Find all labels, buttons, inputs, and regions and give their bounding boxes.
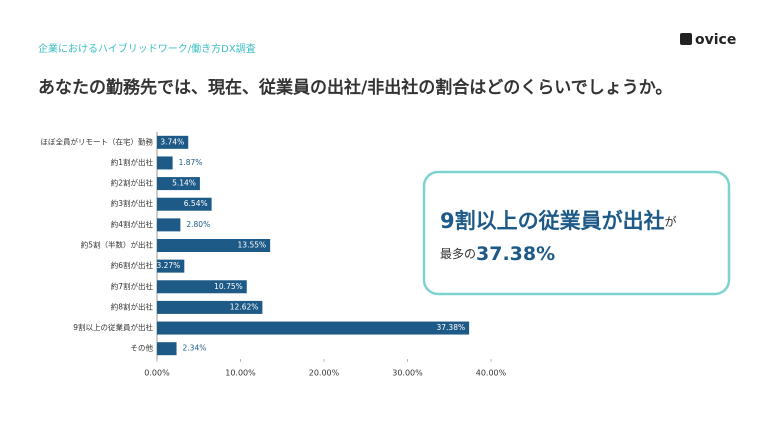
- y-tick-label: 約5割（半数）が出社: [81, 240, 154, 250]
- x-tick-label: 0.00%: [144, 369, 170, 378]
- value-label: 2.34%: [183, 344, 207, 353]
- value-label: 37.38%: [437, 323, 466, 332]
- value-label: 6.54%: [184, 199, 208, 208]
- x-tick-label: 10.00%: [225, 369, 256, 378]
- bar: [157, 197, 212, 211]
- y-tick-label: 約7割が出社: [111, 281, 154, 291]
- bar: [157, 300, 263, 314]
- y-tick-label: 9割以上の従業員が出社: [73, 322, 153, 332]
- y-tick-label: 約6割が出社: [111, 260, 154, 270]
- y-tick-label: ほぼ全員がリモート（在宅）勤務: [41, 136, 154, 146]
- value-label: 3.27%: [156, 261, 180, 270]
- callout-line-1: 9割以上の従業員が出社が: [440, 209, 677, 233]
- value-label: 3.74%: [160, 137, 184, 146]
- x-tick-label: 40.00%: [476, 369, 507, 378]
- bar: [157, 342, 177, 356]
- callout-line-2: 最多の37.38%: [440, 243, 555, 265]
- y-tick-label: 約1割が出社: [111, 157, 154, 167]
- callout-particle: が: [665, 214, 677, 229]
- value-label: 13.55%: [238, 241, 267, 250]
- bar: [157, 321, 470, 335]
- x-tick-label: 30.00%: [392, 369, 423, 378]
- value-label: 2.80%: [186, 220, 210, 229]
- bar: [157, 280, 247, 294]
- y-tick-label: 約4割が出社: [111, 219, 154, 229]
- header: 企業におけるハイブリッドワーク/働き方DX調査: [38, 42, 256, 55]
- value-label: 10.75%: [214, 282, 243, 291]
- callout-headline: 9割以上の従業員が出社: [440, 209, 665, 233]
- value-label: 5.14%: [172, 179, 196, 188]
- bar: [157, 239, 271, 252]
- callout-highlight: 37.38%: [476, 243, 555, 265]
- y-tick-label: 約2割が出社: [111, 178, 154, 188]
- callout-lead: 最多の: [440, 247, 476, 261]
- x-tick-label: 20.00%: [309, 369, 340, 378]
- chart-title: あなたの勤務先では、現在、従業員の出社/非出社の割合はどのくらいでしょうか。: [38, 77, 672, 98]
- callout-box: [422, 170, 731, 296]
- y-tick-label: 約8割が出社: [111, 301, 154, 311]
- logo: ovice: [695, 32, 736, 48]
- bar: [157, 135, 189, 149]
- y-tick-label: その他: [131, 343, 154, 353]
- bar: [157, 156, 173, 170]
- bar: [157, 259, 185, 273]
- bar: [157, 177, 200, 191]
- value-label: 12.62%: [230, 302, 259, 311]
- bar: [157, 218, 181, 232]
- logo-icon: [680, 33, 692, 45]
- y-tick-label: 約3割が出社: [111, 198, 154, 208]
- value-label: 1.87%: [179, 158, 203, 167]
